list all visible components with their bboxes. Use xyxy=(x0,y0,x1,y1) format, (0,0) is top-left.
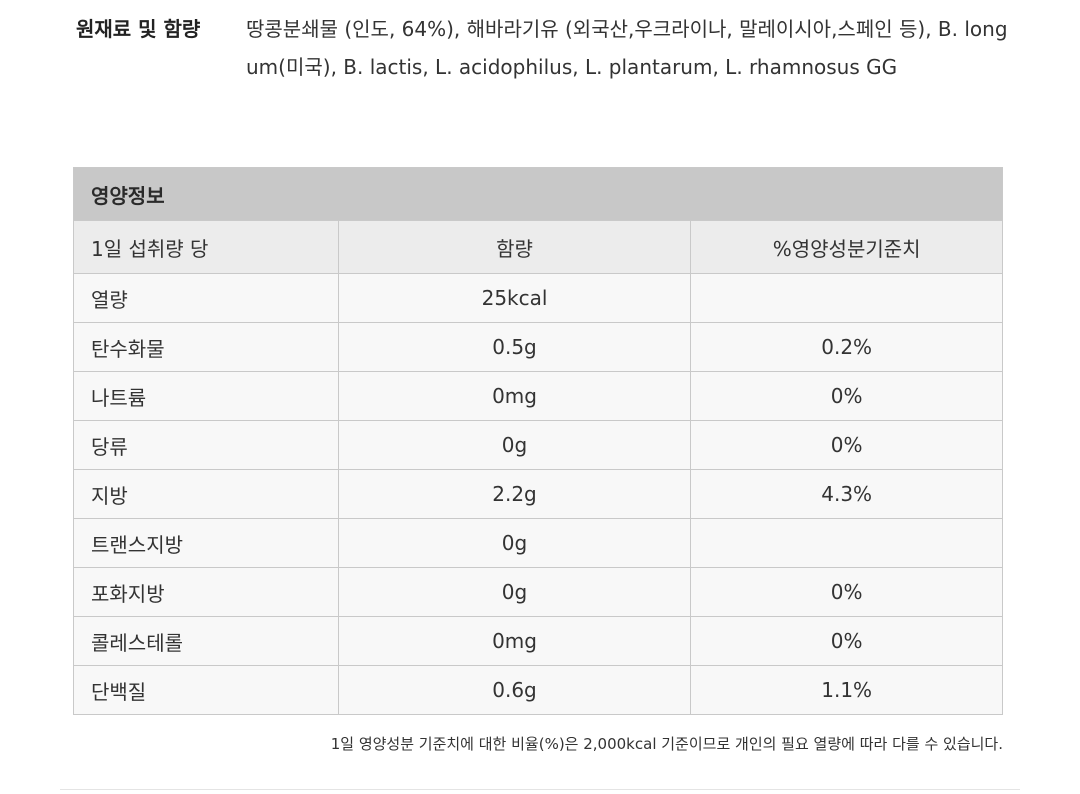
footnote: 1일 영양성분 기준치에 대한 비율(%)은 2,000kcal 기준이므로 개… xyxy=(330,735,1003,753)
table-row: 탄수화물 0.5g 0.2% xyxy=(73,322,1003,372)
nutrient-name: 탄수화물 xyxy=(73,322,339,372)
table-row: 열량 25kcal xyxy=(73,273,1003,323)
nutrient-name: 콜레스테롤 xyxy=(73,616,339,666)
nutrient-amount: 0.5g xyxy=(337,322,692,372)
nutrient-name: 포화지방 xyxy=(73,567,339,617)
nutrient-amount: 0mg xyxy=(337,371,692,421)
nutrition-title: 영양정보 xyxy=(73,167,1003,221)
nutrient-daily-value xyxy=(690,273,1003,323)
nutrient-name: 당류 xyxy=(73,420,339,470)
nutrient-name: 나트륨 xyxy=(73,371,339,421)
header-daily-value: %영양성분기준치 xyxy=(690,220,1003,274)
nutrient-name: 트랜스지방 xyxy=(73,518,339,568)
nutrient-amount: 0g xyxy=(337,420,692,470)
divider xyxy=(60,789,1020,790)
nutrient-daily-value: 0.2% xyxy=(690,322,1003,372)
ingredients-label: 원재료 및 함량 xyxy=(76,17,201,41)
header-amount: 함량 xyxy=(337,220,692,274)
nutrient-name: 지방 xyxy=(73,469,339,519)
nutrition-title-row: 영양정보 xyxy=(73,167,1003,221)
ingredients-section: 원재료 및 함량 땅콩분쇄물 (인도, 64%), 해바라기유 (외국산,우크라… xyxy=(76,10,1036,86)
nutrient-amount: 0g xyxy=(337,567,692,617)
nutrient-daily-value: 0% xyxy=(690,420,1003,470)
header-serving: 1일 섭취량 당 xyxy=(73,220,339,274)
nutrient-daily-value xyxy=(690,518,1003,568)
ingredients-text: 땅콩분쇄물 (인도, 64%), 해바라기유 (외국산,우크라이나, 말레이시아… xyxy=(246,17,1008,79)
nutrient-amount: 25kcal xyxy=(337,273,692,323)
table-row: 지방 2.2g 4.3% xyxy=(73,469,1003,519)
table-row: 나트륨 0mg 0% xyxy=(73,371,1003,421)
nutrient-amount: 0.6g xyxy=(337,665,692,715)
nutrient-amount: 0mg xyxy=(337,616,692,666)
nutrient-daily-value: 0% xyxy=(690,371,1003,421)
nutrient-name: 단백질 xyxy=(73,665,339,715)
table-row: 트랜스지방 0g xyxy=(73,518,1003,568)
table-row: 콜레스테롤 0mg 0% xyxy=(73,616,1003,666)
nutrient-daily-value: 0% xyxy=(690,567,1003,617)
nutrient-daily-value: 4.3% xyxy=(690,469,1003,519)
nutrient-name: 열량 xyxy=(73,273,339,323)
nutrient-amount: 2.2g xyxy=(337,469,692,519)
nutrient-daily-value: 0% xyxy=(690,616,1003,666)
table-row: 단백질 0.6g 1.1% xyxy=(73,665,1003,715)
nutrient-daily-value: 1.1% xyxy=(690,665,1003,715)
table-row: 당류 0g 0% xyxy=(73,420,1003,470)
nutrition-header-row: 1일 섭취량 당 함량 %영양성분기준치 xyxy=(73,220,1003,274)
nutrition-table: 영양정보 1일 섭취량 당 함량 %영양성분기준치 열량 25kcal 탄수화물… xyxy=(73,167,1003,715)
nutrient-amount: 0g xyxy=(337,518,692,568)
table-row: 포화지방 0g 0% xyxy=(73,567,1003,617)
